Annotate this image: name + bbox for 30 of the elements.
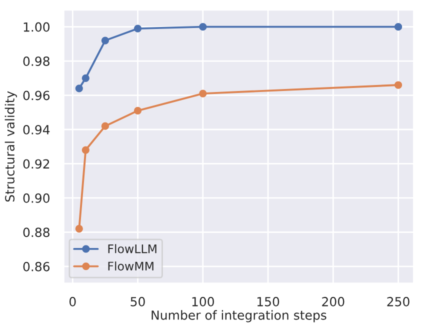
point — [134, 106, 142, 114]
point — [394, 81, 402, 89]
y-tick-label: 0.96 — [23, 90, 50, 100]
x-tick-label: 100 — [192, 296, 214, 306]
x-tick-label: 0 — [69, 296, 76, 306]
point — [134, 24, 142, 32]
y-tick-label: 0.90 — [23, 193, 50, 203]
x-axis-title: Number of integration steps — [152, 310, 326, 322]
point — [394, 23, 402, 31]
point — [82, 74, 90, 82]
legend-label: FlowMM — [108, 261, 154, 271]
point — [75, 84, 83, 92]
point — [101, 36, 110, 44]
x-tick-label: 250 — [387, 296, 410, 306]
y-tick-label: 1.00 — [24, 22, 50, 32]
y-tick-label: 0.92 — [23, 159, 50, 169]
y-tick-label: 0.94 — [23, 124, 50, 134]
y-tick-label: 0.86 — [23, 262, 50, 272]
point — [82, 146, 90, 154]
x-tick-label: 50 — [130, 296, 145, 306]
point — [199, 23, 207, 31]
y-axis-title: Structural validity — [4, 91, 17, 202]
x-tick-label: 200 — [322, 296, 344, 306]
y-tick-label: 0.88 — [23, 228, 50, 238]
legend-label: FlowLLM — [108, 244, 156, 254]
point — [101, 122, 110, 130]
y-tick-label: 0.98 — [23, 56, 50, 66]
point — [75, 224, 83, 233]
point — [199, 90, 207, 98]
x-tick-label: 150 — [257, 296, 280, 306]
